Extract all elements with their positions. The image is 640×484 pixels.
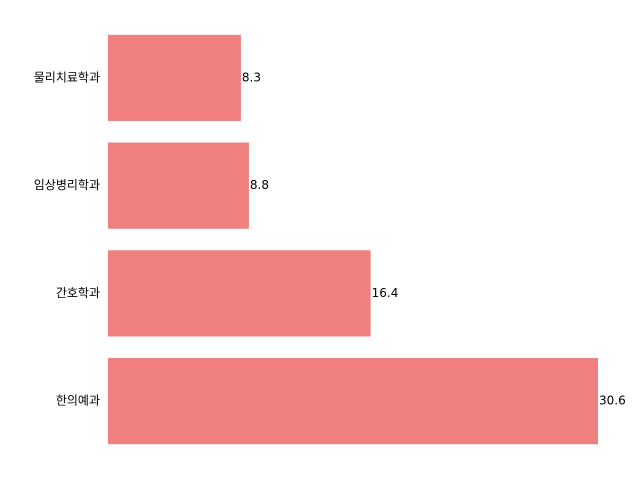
y-tick-label: 임상병리학과 — [34, 178, 100, 192]
value-label: 8.8 — [250, 178, 269, 192]
y-tick-label: 간호학과 — [56, 286, 100, 300]
bar — [108, 142, 249, 229]
y-tick-label: 물리치료학과 — [34, 70, 100, 84]
value-label: 16.4 — [372, 286, 399, 300]
bar — [108, 358, 598, 445]
bar — [108, 34, 241, 121]
y-tick-label: 한의예과 — [56, 394, 100, 408]
value-label: 30.6 — [599, 394, 626, 408]
value-label: 8.3 — [242, 70, 261, 84]
bar — [108, 250, 371, 337]
